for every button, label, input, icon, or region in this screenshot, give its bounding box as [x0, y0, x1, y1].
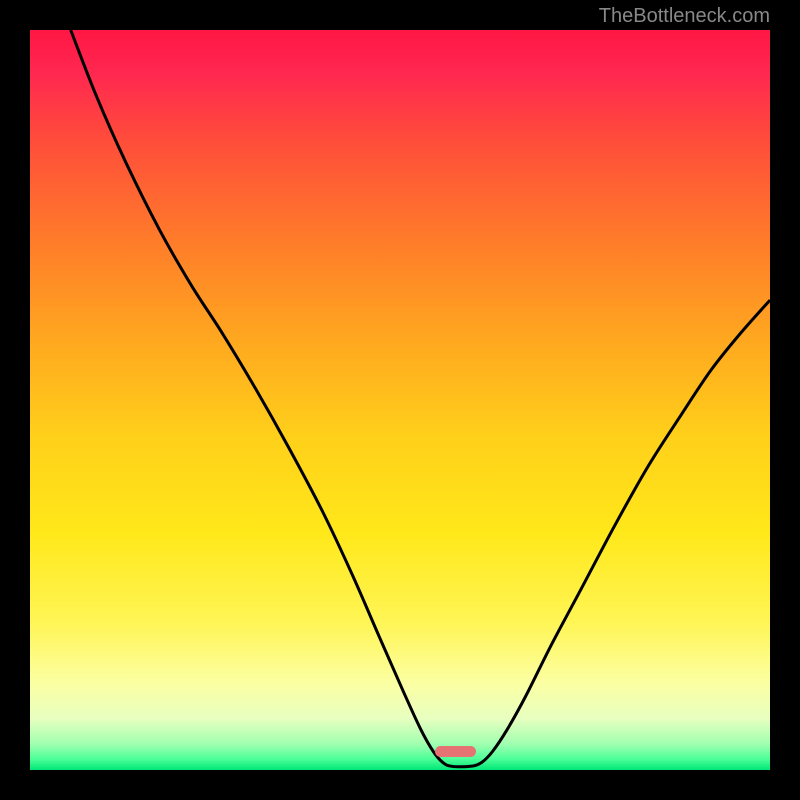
- chart-curve: [30, 30, 770, 770]
- watermark-text: TheBottleneck.com: [599, 5, 770, 28]
- chart-plot-area: [30, 30, 770, 770]
- chart-marker: [435, 746, 476, 758]
